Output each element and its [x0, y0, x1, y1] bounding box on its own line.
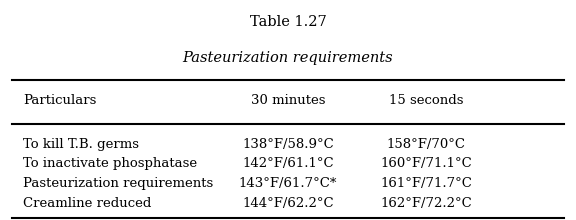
Text: 162°F/72.2°C: 162°F/72.2°C: [380, 197, 472, 210]
Text: Table 1.27: Table 1.27: [249, 15, 327, 29]
Text: 158°F/70°C: 158°F/70°C: [386, 138, 466, 151]
Text: Pasteurization requirements: Pasteurization requirements: [183, 51, 393, 65]
Text: Pasteurization requirements: Pasteurization requirements: [23, 177, 213, 190]
Text: To kill T.B. germs: To kill T.B. germs: [23, 138, 139, 151]
Text: 144°F/62.2°C: 144°F/62.2°C: [242, 197, 334, 210]
Text: 15 seconds: 15 seconds: [389, 94, 464, 107]
Text: 161°F/71.7°C: 161°F/71.7°C: [380, 177, 472, 190]
Text: Particulars: Particulars: [23, 94, 96, 107]
Text: 143°F/61.7°C*: 143°F/61.7°C*: [239, 177, 337, 190]
Text: Creamline reduced: Creamline reduced: [23, 197, 151, 210]
Text: 142°F/61.1°C: 142°F/61.1°C: [242, 157, 334, 170]
Text: 138°F/58.9°C: 138°F/58.9°C: [242, 138, 334, 151]
Text: To inactivate phosphatase: To inactivate phosphatase: [23, 157, 197, 170]
Text: 160°F/71.1°C: 160°F/71.1°C: [380, 157, 472, 170]
Text: 30 minutes: 30 minutes: [251, 94, 325, 107]
